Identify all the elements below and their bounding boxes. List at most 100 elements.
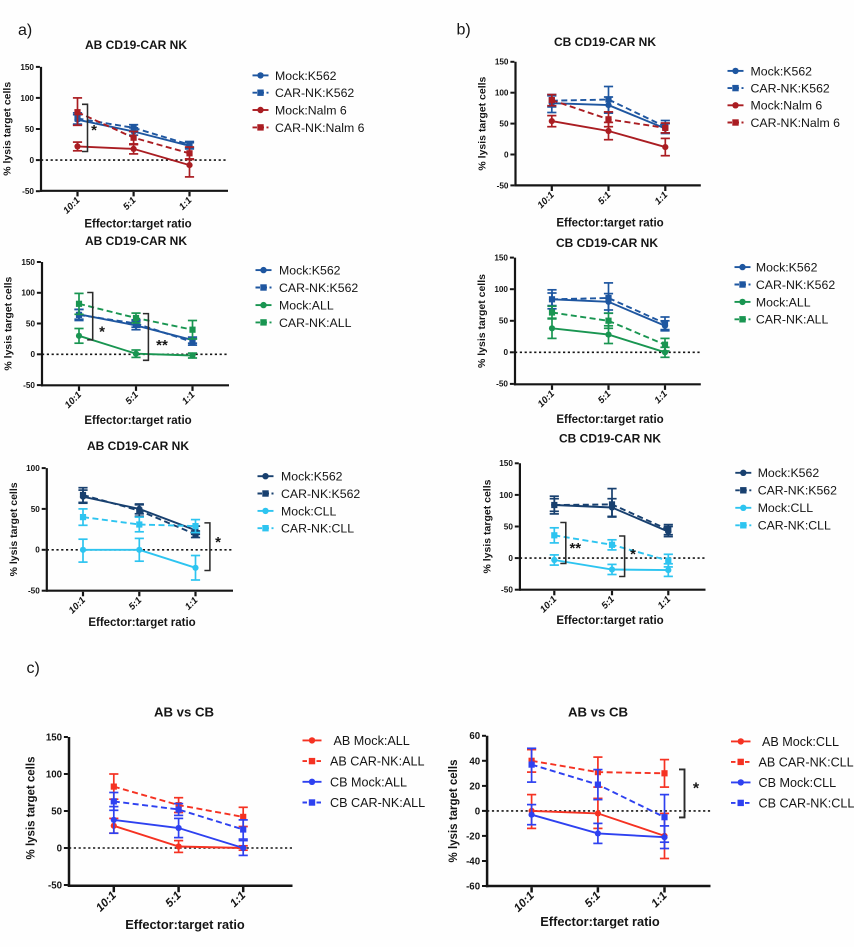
svg-text:60: 60 xyxy=(469,731,480,742)
svg-text:150: 150 xyxy=(20,63,34,72)
svg-text:AB vs CB: AB vs CB xyxy=(568,705,628,720)
svg-text:0: 0 xyxy=(35,546,40,555)
svg-text:0: 0 xyxy=(30,350,35,359)
svg-text:-20: -20 xyxy=(466,831,480,842)
svg-text:-50: -50 xyxy=(501,586,513,595)
svg-text:Mock:K562: Mock:K562 xyxy=(751,64,813,78)
svg-text:CAR-NK:K562: CAR-NK:K562 xyxy=(758,484,837,498)
svg-text:Mock:CLL: Mock:CLL xyxy=(758,501,814,515)
svg-text:5:1: 5:1 xyxy=(163,890,183,910)
svg-text:-50: -50 xyxy=(497,181,509,190)
svg-text:0: 0 xyxy=(503,348,508,357)
svg-text:% lysis target cells: % lysis target cells xyxy=(2,82,14,176)
svg-text:5:1: 5:1 xyxy=(596,389,613,406)
svg-text:Mock:Nalm 6: Mock:Nalm 6 xyxy=(751,99,823,113)
svg-text:Effector:target ratio: Effector:target ratio xyxy=(556,414,663,426)
svg-text:1:1: 1:1 xyxy=(649,890,669,910)
svg-text:AB CAR-NK:CLL: AB CAR-NK:CLL xyxy=(759,755,854,769)
svg-text:a): a) xyxy=(18,22,32,39)
svg-text:40: 40 xyxy=(469,756,480,767)
svg-text:5:1: 5:1 xyxy=(121,195,138,212)
svg-text:100: 100 xyxy=(495,89,509,98)
svg-text:% lysis target cells: % lysis target cells xyxy=(476,274,488,368)
svg-text:0: 0 xyxy=(504,150,509,159)
svg-text:CAR-NK:CLL: CAR-NK:CLL xyxy=(281,522,354,536)
svg-text:CAR-NK:ALL: CAR-NK:ALL xyxy=(279,316,352,330)
svg-text:Mock:ALL: Mock:ALL xyxy=(279,299,334,313)
svg-text:100: 100 xyxy=(494,285,508,294)
svg-text:% lysis target cells: % lysis target cells xyxy=(8,482,20,576)
svg-text:CAR-NK:K562: CAR-NK:K562 xyxy=(279,281,358,295)
svg-text:CB CD19-CAR NK: CB CD19-CAR NK xyxy=(554,35,656,49)
svg-text:AB CD19-CAR NK: AB CD19-CAR NK xyxy=(85,234,187,248)
svg-text:Effector:target ratio: Effector:target ratio xyxy=(84,415,191,427)
svg-text:50: 50 xyxy=(499,120,509,129)
svg-text:b): b) xyxy=(457,22,471,39)
svg-text:150: 150 xyxy=(21,258,35,267)
svg-text:Effector:target ratio: Effector:target ratio xyxy=(125,917,245,932)
svg-text:CAR-NK:K562: CAR-NK:K562 xyxy=(756,278,835,292)
svg-text:50: 50 xyxy=(26,319,36,328)
svg-text:10:1: 10:1 xyxy=(67,595,88,616)
svg-text:c): c) xyxy=(27,660,40,677)
svg-text:Mock:K562: Mock:K562 xyxy=(281,470,343,484)
svg-text:*: * xyxy=(693,781,700,798)
svg-text:-50: -50 xyxy=(23,381,35,390)
svg-text:1:1: 1:1 xyxy=(228,890,248,910)
svg-text:50: 50 xyxy=(31,505,41,514)
svg-text:CAR-NK:ALL: CAR-NK:ALL xyxy=(756,313,829,327)
svg-text:150: 150 xyxy=(499,459,513,468)
svg-text:-50: -50 xyxy=(22,187,34,196)
svg-text:1:1: 1:1 xyxy=(177,195,194,212)
svg-text:100: 100 xyxy=(46,769,62,780)
svg-text:Mock:Nalm 6: Mock:Nalm 6 xyxy=(275,103,347,117)
svg-text:AB CD19-CAR NK: AB CD19-CAR NK xyxy=(87,439,189,453)
svg-text:10:1: 10:1 xyxy=(535,190,556,211)
svg-text:CAR-NK:K562: CAR-NK:K562 xyxy=(275,86,354,100)
svg-text:10:1: 10:1 xyxy=(94,890,119,915)
svg-text:50: 50 xyxy=(504,522,514,531)
svg-text:**: ** xyxy=(569,540,581,557)
svg-text:1:1: 1:1 xyxy=(653,190,670,207)
svg-text:100: 100 xyxy=(499,491,513,500)
svg-text:Effector:target ratio: Effector:target ratio xyxy=(540,914,660,929)
svg-text:0: 0 xyxy=(57,843,62,854)
svg-text:*: * xyxy=(630,546,636,563)
svg-text:5:1: 5:1 xyxy=(583,890,603,910)
svg-text:5:1: 5:1 xyxy=(599,594,616,611)
svg-text:AB vs CB: AB vs CB xyxy=(154,705,214,720)
svg-text:Effector:target ratio: Effector:target ratio xyxy=(84,219,191,231)
svg-text:CAR-NK:Nalm 6: CAR-NK:Nalm 6 xyxy=(751,116,841,130)
svg-text:150: 150 xyxy=(46,732,62,743)
svg-text:50: 50 xyxy=(499,317,509,326)
svg-text:100: 100 xyxy=(26,464,40,473)
svg-text:1:1: 1:1 xyxy=(180,390,197,407)
svg-text:CB CAR-NK:ALL: CB CAR-NK:ALL xyxy=(330,796,425,810)
svg-text:% lysis target cells: % lysis target cells xyxy=(482,479,494,573)
svg-text:-60: -60 xyxy=(466,881,480,892)
svg-text:*: * xyxy=(99,324,105,341)
svg-text:AB CD19-CAR NK: AB CD19-CAR NK xyxy=(85,38,187,52)
svg-text:% lysis target cells: % lysis target cells xyxy=(3,276,15,370)
svg-text:-40: -40 xyxy=(466,856,480,867)
svg-text:-50: -50 xyxy=(496,380,508,389)
svg-text:Effector:target ratio: Effector:target ratio xyxy=(556,615,663,627)
svg-text:**: ** xyxy=(156,337,168,354)
svg-text:100: 100 xyxy=(21,289,35,298)
svg-text:Effector:target ratio: Effector:target ratio xyxy=(88,617,195,629)
svg-text:% lysis target cells: % lysis target cells xyxy=(477,76,489,170)
svg-text:10:1: 10:1 xyxy=(63,390,84,411)
svg-text:5:1: 5:1 xyxy=(127,595,144,612)
svg-text:10:1: 10:1 xyxy=(512,890,537,915)
svg-text:AB Mock:CLL: AB Mock:CLL xyxy=(762,735,839,749)
svg-text:Mock:K562: Mock:K562 xyxy=(758,466,820,480)
svg-text:10:1: 10:1 xyxy=(538,594,559,615)
svg-text:10:1: 10:1 xyxy=(536,389,557,410)
svg-text:CB CAR-NK:CLL: CB CAR-NK:CLL xyxy=(759,796,854,810)
svg-text:Effector:target ratio: Effector:target ratio xyxy=(556,218,663,230)
svg-text:-50: -50 xyxy=(48,880,62,891)
svg-text:% lysis target cells: % lysis target cells xyxy=(25,757,37,860)
svg-text:*: * xyxy=(91,122,97,139)
svg-text:CB Mock:CLL: CB Mock:CLL xyxy=(759,776,837,790)
svg-text:1:1: 1:1 xyxy=(183,595,200,612)
